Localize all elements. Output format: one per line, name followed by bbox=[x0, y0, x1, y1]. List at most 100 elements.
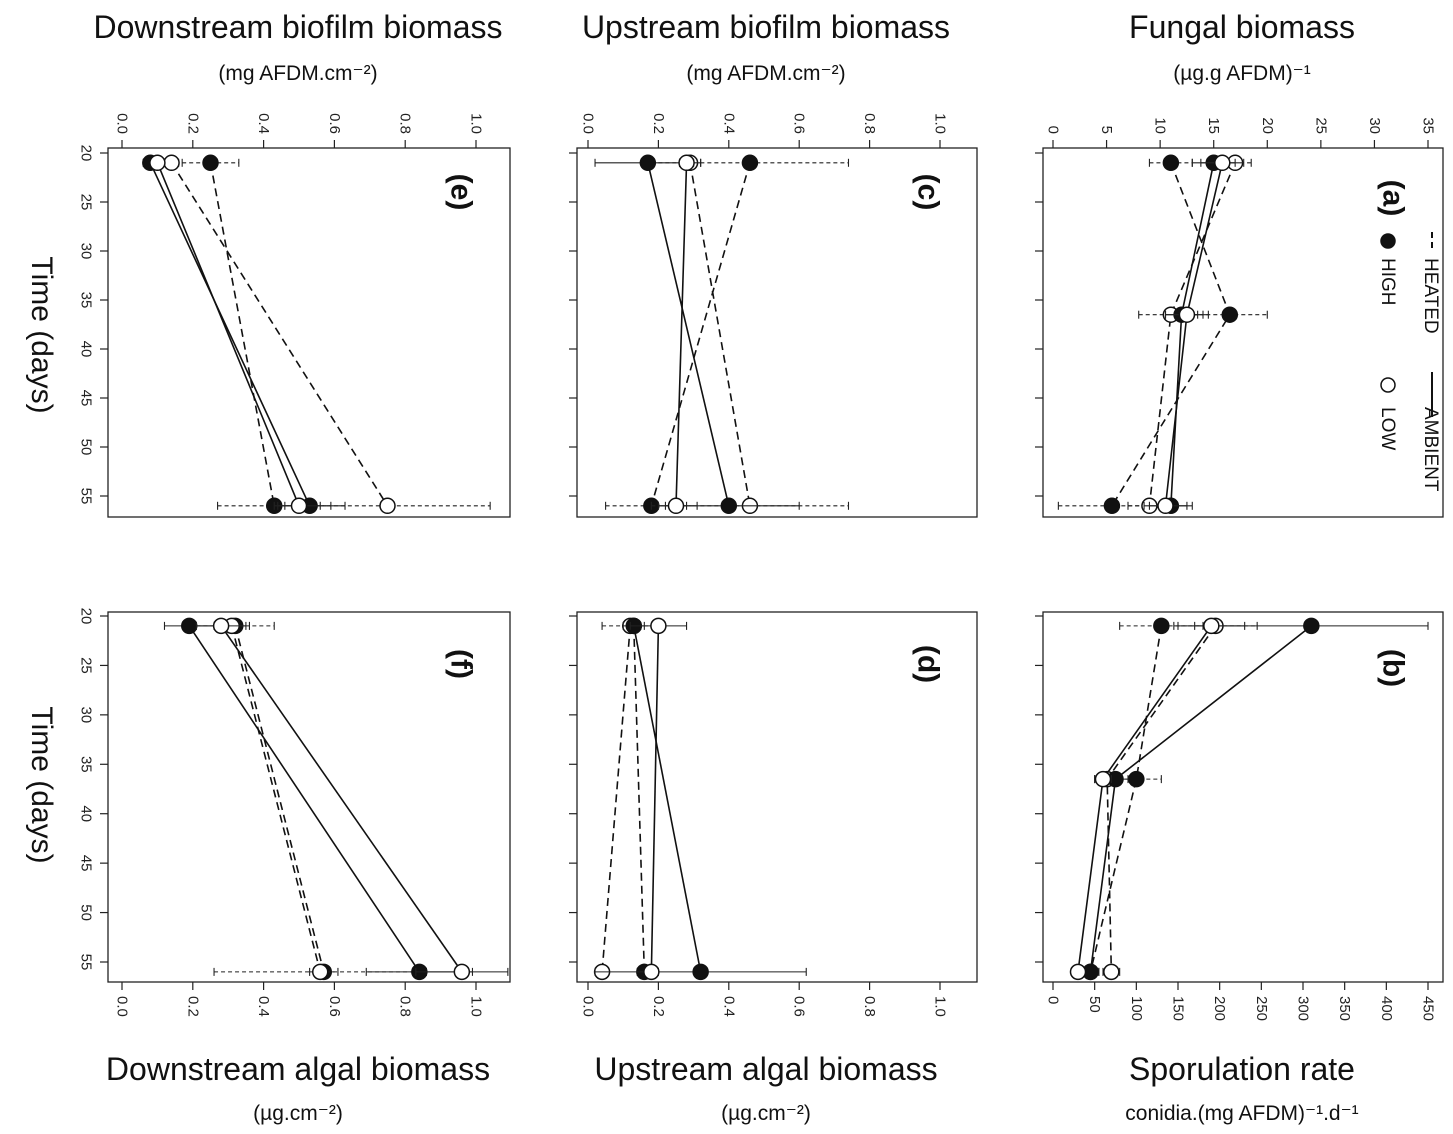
panel-b-value-tick-label: 50 bbox=[1086, 996, 1103, 1013]
panel-e-ambient-low-point bbox=[149, 154, 166, 172]
panel-a-frame bbox=[1042, 147, 1444, 518]
panel-f-heated-high-line bbox=[234, 625, 325, 973]
panel-e-value-tick-label: 0.8 bbox=[397, 113, 414, 134]
panel-f-value-tick-label: 1.0 bbox=[468, 996, 485, 1017]
panel-e-time-tick-label: 50 bbox=[78, 439, 95, 456]
panel-a-title: Fungal biomass bbox=[1129, 9, 1355, 45]
panel-e-unit: (mg AFDM.cm⁻²) bbox=[218, 62, 377, 85]
panel-b-title: Sporulation rate bbox=[1129, 1051, 1355, 1087]
panel-f-ambient-high-line bbox=[188, 625, 421, 973]
panel-d-ambient-low-line bbox=[650, 625, 660, 972]
panel-b-ambient-high-line bbox=[1089, 625, 1312, 972]
panel-e-value-tick-label: 0.6 bbox=[326, 113, 343, 134]
panel-e-time-tick-label: 55 bbox=[78, 488, 95, 505]
panel-a: 0 5 10 15 20 25 30 35 (a) bbox=[1035, 117, 1444, 518]
legend-ambient-label: AMBIENT bbox=[1420, 407, 1441, 492]
panel-d-value-tick-label: 0.0 bbox=[580, 996, 597, 1017]
panel-c-value-tick-label: 0.2 bbox=[650, 113, 667, 134]
panel-b-ambient-low-point bbox=[1203, 617, 1220, 635]
panel-f-ambient-low-point bbox=[212, 617, 230, 635]
panel-c-label: (c) bbox=[912, 174, 945, 211]
panel-b-unit: conidia.(mg AFDM)⁻¹.d⁻¹ bbox=[1125, 1102, 1358, 1125]
panel-e-heated-low-point bbox=[163, 154, 180, 172]
panel-d-title: Upstream algal biomass bbox=[594, 1051, 937, 1087]
panel-f-time-tick-label: 50 bbox=[78, 904, 95, 921]
panel-f-label: (f) bbox=[445, 649, 478, 679]
panel-a-heated-high-point bbox=[1103, 497, 1121, 515]
panel-f-frame bbox=[107, 611, 511, 983]
panel-b-value-tick-label: 0 bbox=[1045, 996, 1062, 1004]
panel-a-value-tick-label: 10 bbox=[1152, 117, 1169, 134]
panel-a-label: (a) bbox=[1377, 180, 1410, 217]
panel-a-value-tick-label: 15 bbox=[1205, 117, 1222, 134]
panel-e-value-tick-label: 0.0 bbox=[114, 113, 131, 134]
panel-f-heated-low-line bbox=[230, 625, 322, 973]
panel-f-heading: Downstream algal biomass (µg.cm⁻²) bbox=[106, 1051, 490, 1125]
legend-heated-label: HEATED bbox=[1420, 258, 1441, 334]
panel-c-frame bbox=[576, 147, 978, 518]
panel-c-ambient-low-point bbox=[667, 497, 685, 515]
time-axis-label-top: Time (days) bbox=[25, 256, 58, 413]
time-axis-label-bottom: Time (days) bbox=[25, 706, 58, 863]
panel-c-ambient-high-point bbox=[639, 154, 657, 172]
panel-e-heading: Downstream biofilm biomass (mg AFDM.cm⁻²… bbox=[93, 9, 502, 85]
panel-a-ambient-high-line bbox=[1170, 162, 1215, 506]
panel-c-ambient-low-point bbox=[678, 154, 695, 172]
panel-e-time-tick-label: 40 bbox=[78, 341, 95, 358]
panels-layer: 0 5 10 15 20 25 30 35 (a) 0 50 100 150 200 250 300 350 40… bbox=[78, 113, 1444, 1021]
panel-a-heated-high-point bbox=[1221, 306, 1239, 323]
panel-b-heated-low-line bbox=[1106, 625, 1217, 972]
panel-d-heated-high-line bbox=[632, 625, 646, 972]
panel-b-ambient-high-point bbox=[1303, 617, 1320, 635]
panel-d-plot-area bbox=[593, 617, 807, 981]
panel-b-ambient-low-point bbox=[1069, 963, 1087, 981]
panel-b-frame bbox=[1042, 611, 1444, 983]
panel-d-heading: Upstream algal biomass (µg.cm⁻²) bbox=[594, 1051, 937, 1125]
panel-f-value-tick-label: 0.8 bbox=[397, 996, 414, 1017]
panel-c-value-tick-label: 1.0 bbox=[932, 113, 949, 134]
panel-b-label: (b) bbox=[1377, 649, 1410, 687]
panel-e-plot-area bbox=[142, 154, 491, 515]
panel-e-ambient-low-line bbox=[156, 162, 300, 507]
panel-c-heated-low-line bbox=[689, 162, 751, 506]
panel-f-value-tick-label: 0.0 bbox=[114, 996, 131, 1017]
panel-e-heated-high-point bbox=[202, 154, 219, 172]
panel-d-frame bbox=[576, 611, 978, 983]
panel-b-value-tick-label: 150 bbox=[1170, 996, 1187, 1021]
panel-b-heated-high-line bbox=[1089, 625, 1163, 973]
panel-f-time-tick-label: 25 bbox=[78, 657, 95, 674]
panel-e-label: (e) bbox=[445, 174, 478, 211]
panel-e-time-tick-label: 30 bbox=[78, 243, 95, 260]
panel-e-value-tick-label: 0.2 bbox=[184, 113, 201, 134]
panel-c: 0.0 0.2 0.4 0.6 0.8 1.0 (c) bbox=[569, 113, 978, 518]
panel-d-value-tick-label: 0.8 bbox=[861, 996, 878, 1017]
panel-e-value-tick-label: 0.4 bbox=[255, 113, 272, 134]
legend-high-label: HIGH bbox=[1377, 258, 1398, 306]
panel-a-ambient-low-point bbox=[1214, 154, 1231, 172]
panel-b-heading: Sporulation rate conidia.(mg AFDM)⁻¹.d⁻¹ bbox=[1125, 1051, 1358, 1125]
panel-d-heated-low-line bbox=[601, 625, 632, 972]
panel-a-ambient-low-point bbox=[1157, 497, 1174, 515]
panel-f-time-tick-label: 55 bbox=[78, 954, 95, 971]
panel-f: 0.0 0.2 0.4 0.6 0.8 1.0 20 25 30 35 40 45 50 55 (f) bbox=[78, 608, 511, 1017]
panel-c-value-tick-label: 0.4 bbox=[720, 113, 737, 134]
panel-a-value-tick-label: 5 bbox=[1098, 126, 1115, 134]
panel-c-unit: (mg AFDM.cm⁻²) bbox=[686, 62, 845, 85]
panel-d-unit: (µg.cm⁻²) bbox=[721, 1102, 811, 1125]
panel-c-heated-high-line bbox=[650, 162, 751, 507]
panel-b-value-tick-label: 300 bbox=[1295, 996, 1312, 1021]
panel-a-value-tick-label: 25 bbox=[1312, 117, 1329, 134]
panel-a-value-tick-label: 20 bbox=[1259, 117, 1276, 134]
panel-f-unit: (µg.cm⁻²) bbox=[253, 1102, 343, 1125]
panel-b-heated-high-point bbox=[1153, 617, 1170, 635]
panel-c-ambient-high-line bbox=[647, 162, 730, 506]
legend-open-circle-icon bbox=[1380, 377, 1396, 393]
panel-a-value-tick-label: 0 bbox=[1045, 126, 1062, 134]
panel-f-plot-area bbox=[163, 617, 509, 981]
legend-filled-circle-icon bbox=[1380, 233, 1396, 249]
panel-a-value-tick-label: 35 bbox=[1420, 117, 1437, 134]
panel-e-ambient-low-point bbox=[290, 497, 308, 515]
panel-f-heated-low-point bbox=[311, 963, 329, 981]
panel-e-time-tick-label: 45 bbox=[78, 390, 95, 407]
